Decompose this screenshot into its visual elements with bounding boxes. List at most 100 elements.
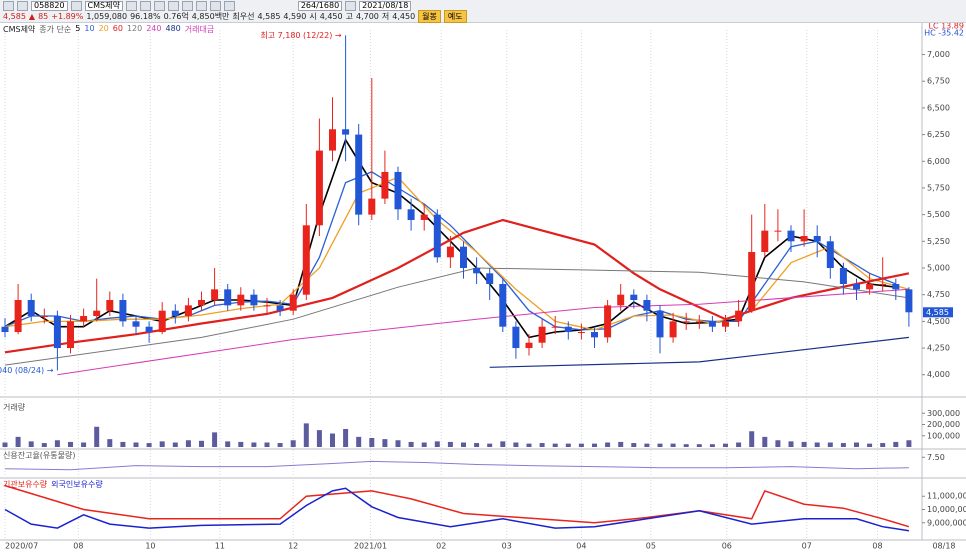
button[interactable] [139, 0, 151, 11]
volume-bar [54, 440, 60, 447]
name-field[interactable]: CMS제약 [84, 0, 123, 11]
y-tick-label: 4,750 [927, 290, 950, 299]
quote-text: 4,585 [3, 12, 26, 21]
legend-entry: 10 [84, 24, 95, 33]
volume-bar [762, 436, 768, 447]
code-field[interactable]: 058820 [31, 0, 68, 11]
volume-bar [434, 441, 440, 447]
y-tick-label: 5,000 [927, 263, 950, 272]
candle-body [1, 326, 9, 333]
volume-bar [159, 441, 165, 447]
y-tick-label: 200,000 [927, 420, 960, 429]
quote-text: 4,450 [392, 12, 416, 21]
button[interactable] [195, 0, 207, 11]
y-tick-label: 7,000 [927, 50, 950, 59]
toolbar: 058820 CMS제약 264/1680 2021/08/18 4,585 ▲ 8… [0, 0, 966, 23]
legend-title: 거래량 [3, 403, 26, 412]
volume-bar [709, 444, 715, 447]
volume-bar [343, 429, 349, 447]
y-tick-label: 4,250 [927, 344, 950, 353]
volume-bar [880, 443, 886, 447]
button[interactable] [181, 0, 193, 11]
x-tick-label: 2020/07 [5, 542, 38, 551]
button[interactable] [167, 0, 179, 11]
x-tick-label: 07 [802, 542, 812, 551]
moving-average-line [4, 171, 897, 331]
y-tick-label: 6,250 [927, 130, 950, 139]
y-tick-label: 100,000 [927, 431, 960, 440]
candle-body [630, 294, 638, 301]
candle-body [577, 332, 585, 334]
indicator: LC 13.89 [929, 22, 965, 31]
quote-text: 시 [309, 12, 317, 21]
volume-bar [290, 440, 296, 447]
volume-bar [696, 444, 702, 447]
candle-body [40, 316, 48, 318]
y-tick-label: 9,000,000 [927, 518, 966, 527]
date-field[interactable]: 2021/08/18 [359, 0, 412, 11]
candle-body [748, 251, 756, 311]
volume-bar [382, 439, 388, 447]
quote-row: 4,585 ▲ 85 +1.89% 1,059,080 96.18% 0.76억 4,850백… [0, 10, 467, 23]
candle-body [774, 230, 782, 232]
volume-bar [107, 439, 113, 447]
button[interactable] [3, 0, 14, 11]
volume-bar [513, 442, 519, 447]
quote-text: 4,590 [283, 12, 307, 21]
legend-entry: 외국인보유수량 [51, 480, 103, 489]
candle-body [866, 284, 874, 290]
candle-body [250, 294, 258, 306]
legend-entry: 120 [126, 24, 143, 33]
legend: 기관보유수량 외국인보유수량 [3, 479, 103, 490]
button[interactable] [345, 0, 357, 11]
volume-bar [199, 440, 204, 447]
quote-text: 85 [38, 12, 49, 21]
candle-body [53, 316, 61, 349]
annotation: 최고 7,180 (12/22) → [260, 30, 342, 40]
toggle-button[interactable]: 월봉 [418, 10, 441, 23]
x-tick-label: 2021/01 [354, 542, 387, 551]
volume-bar [736, 442, 742, 447]
candle-body [813, 235, 821, 242]
y-tick-label: 5,500 [927, 210, 950, 219]
button[interactable] [209, 0, 221, 11]
legend-entry: 20 [98, 24, 109, 33]
volume-bar [578, 443, 584, 447]
volume-bar [28, 441, 34, 447]
candle-body [722, 321, 729, 327]
candle-body [211, 289, 219, 301]
candle-body [224, 289, 232, 306]
quote-text: 0.76억 [163, 12, 189, 21]
button[interactable] [70, 0, 82, 11]
volume-bar [827, 442, 833, 447]
volume-bar [893, 441, 899, 447]
candle-body [27, 300, 35, 317]
button[interactable] [223, 0, 235, 11]
button[interactable] [153, 0, 165, 11]
candle-body [263, 305, 271, 307]
candle-body [433, 214, 441, 258]
quote-text: 4,450 [319, 12, 343, 21]
count-field[interactable]: 264/1680 [297, 0, 343, 11]
volume-bar [854, 442, 859, 447]
button[interactable] [125, 0, 137, 11]
button[interactable] [17, 0, 28, 11]
toggle-button[interactable]: 예도 [443, 10, 467, 23]
candle-body [237, 294, 245, 306]
candle-body [93, 310, 101, 317]
x-tick-label: 11 [215, 542, 225, 551]
quote-text: +1.89% [51, 12, 84, 21]
quote-text: 저 [381, 12, 390, 21]
candle-body [276, 305, 284, 311]
volume-bar [41, 443, 47, 447]
quote-text: 고 [345, 12, 353, 21]
volume-bar [605, 442, 611, 447]
volume-bar [264, 442, 270, 447]
volume-bar [487, 443, 493, 447]
quote-text: 1,059,080 [86, 12, 128, 21]
x-tick-label: 05 [646, 542, 656, 551]
volume-bar [683, 444, 689, 447]
x-tick-label: 06 [722, 542, 732, 551]
candle-body [761, 230, 769, 252]
candle-body [381, 171, 389, 199]
